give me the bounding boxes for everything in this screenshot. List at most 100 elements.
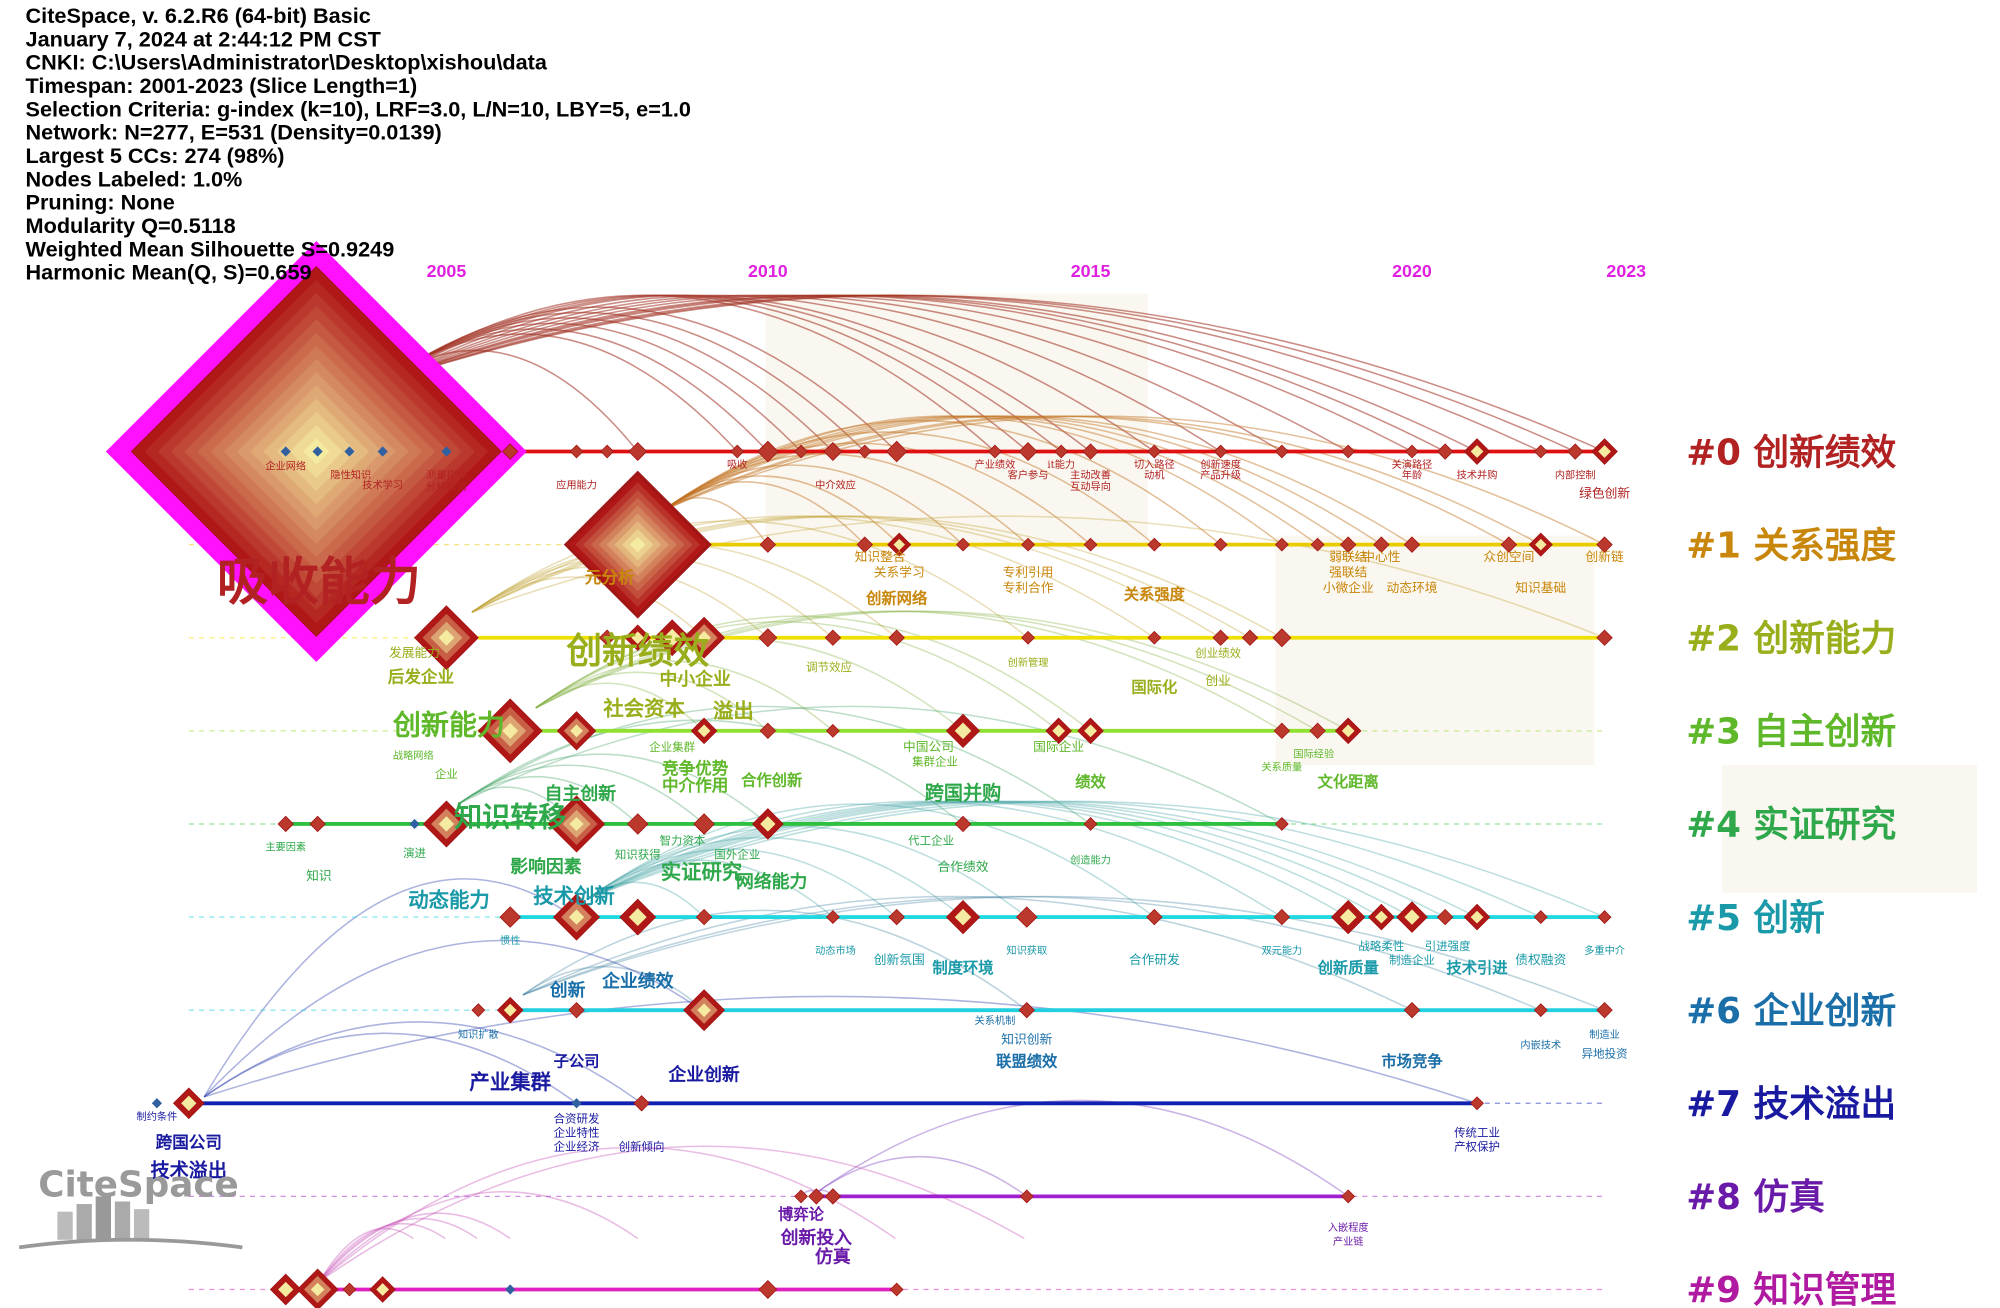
node <box>627 813 649 835</box>
link <box>535 660 834 732</box>
keyword-label: 创新网络 <box>865 589 928 607</box>
node <box>569 816 584 831</box>
background <box>765 293 1978 893</box>
node <box>1241 629 1259 646</box>
keyword-label: 知识扩散 <box>458 1028 499 1041</box>
link <box>586 881 705 918</box>
link <box>203 1032 577 1104</box>
keyword-label: 知识创新 <box>1001 1031 1052 1047</box>
keyword-label: 内嵌技术 <box>1520 1038 1561 1051</box>
keyword-label: 企业特性 <box>554 1125 600 1139</box>
link <box>662 415 1413 546</box>
keyword-label: 创新 <box>549 979 586 1001</box>
node <box>1404 909 1420 925</box>
keyword-label: 跨国并购 <box>925 782 1002 805</box>
link <box>662 453 1029 546</box>
node <box>628 908 647 926</box>
link <box>535 615 1092 732</box>
keyword-label: 跨国公司 <box>156 1132 222 1152</box>
keyword-label: 绿色创新 <box>1579 485 1630 501</box>
node <box>1470 445 1484 458</box>
node <box>376 1283 390 1296</box>
keyword-label: 隐性知识 <box>330 468 371 481</box>
keyword-label: 中介作用 <box>662 775 728 795</box>
node <box>377 446 388 457</box>
node <box>1436 443 1454 460</box>
link <box>318 1217 478 1283</box>
node <box>1052 724 1066 738</box>
keyword-label: 主要因素 <box>265 841 306 854</box>
header-line: January 7, 2024 at 2:44:12 PM CST <box>26 26 381 51</box>
link <box>471 515 1155 639</box>
node <box>1019 1189 1034 1204</box>
node <box>280 446 291 457</box>
keyword-label: 文化距离 <box>1318 773 1379 791</box>
keyword-label: 知识转移 <box>454 801 566 834</box>
keyword-label: 创业 <box>1205 674 1231 689</box>
node <box>757 440 779 463</box>
node <box>824 1188 842 1205</box>
node <box>856 536 873 553</box>
header-line: CiteSpace, v. 6.2.R6 (64-bit) Basic <box>26 3 371 28</box>
keyword-label: 后发企业 <box>388 666 454 686</box>
link <box>471 515 1222 639</box>
link <box>662 431 1155 546</box>
node <box>1597 910 1612 924</box>
keyword-label: 合作创新 <box>740 772 802 790</box>
keyword-label: 惯性 <box>500 934 520 947</box>
link <box>662 464 964 546</box>
year-label: 2023 <box>1606 261 1646 281</box>
keyword-label: 影响因素 <box>510 855 582 877</box>
keyword-label: 创新管理 <box>1008 656 1049 669</box>
node <box>693 813 715 835</box>
link <box>382 294 1349 453</box>
header-line: Modularity Q=0.5118 <box>26 213 236 238</box>
node <box>824 629 842 646</box>
link <box>318 1191 639 1283</box>
node <box>823 442 843 461</box>
node <box>697 1003 711 1017</box>
keyword-label: 调节效应 <box>806 660 852 674</box>
node <box>502 443 519 460</box>
keyword-label: 企业网络 <box>265 459 306 472</box>
node <box>1083 817 1098 831</box>
year-label: 2005 <box>427 261 467 281</box>
keyword-label: 关系强度 <box>1124 585 1186 603</box>
node <box>1147 630 1162 645</box>
node <box>1082 443 1099 460</box>
link <box>318 1227 414 1283</box>
keyword-label: 主动改善 <box>1070 468 1111 481</box>
keyword-label: 产业绩效 <box>975 458 1016 471</box>
link <box>662 415 1349 546</box>
node <box>1470 1096 1484 1111</box>
keyword-label: 子公司 <box>554 1052 600 1070</box>
link <box>382 294 1605 453</box>
node <box>1018 442 1038 461</box>
keyword-label: 绩效 <box>1075 773 1106 791</box>
keyword-label: 自主创新 <box>545 783 617 805</box>
cluster-label: #0 创新绩效 <box>1686 432 1896 473</box>
node <box>1016 906 1038 928</box>
node <box>1405 444 1419 459</box>
link <box>662 415 1605 546</box>
link <box>586 800 1349 918</box>
cluster-label: #5 创新 <box>1686 898 1825 939</box>
link <box>471 520 1029 639</box>
node <box>598 629 616 646</box>
node <box>758 1280 778 1299</box>
link <box>662 415 1510 546</box>
node <box>825 723 840 738</box>
header-line: Selection Criteria: g-index (k=10), LRF=… <box>26 96 691 121</box>
logo-bar <box>57 1211 73 1240</box>
node <box>1213 537 1228 552</box>
keyword-label: 引进强度 <box>1425 939 1471 953</box>
node <box>1146 908 1163 926</box>
link <box>662 415 1542 546</box>
node <box>568 1001 585 1019</box>
keyword-label: 创造能力 <box>1070 853 1111 866</box>
link <box>586 836 964 918</box>
keyword-label: 中小企业 <box>659 668 731 690</box>
keyword-label: 创新链 <box>1585 549 1623 565</box>
link <box>458 776 639 825</box>
keyword-label: 社会资本 <box>602 697 685 721</box>
